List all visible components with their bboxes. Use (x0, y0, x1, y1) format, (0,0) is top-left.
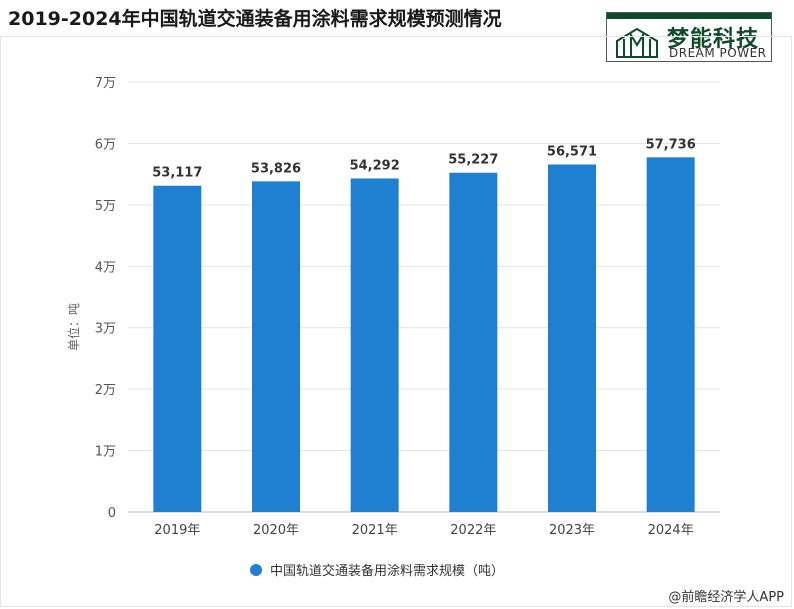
logo-bar (607, 13, 771, 19)
y-tick-label: 6万 (95, 137, 116, 152)
bar (548, 164, 596, 512)
data-label: 55,227 (448, 153, 498, 168)
bar (350, 178, 399, 512)
source-credit: @前瞻经济学人APP (668, 590, 784, 605)
y-tick-label: 3万 (95, 322, 116, 337)
logo-name-cn: 梦能科技 (667, 27, 760, 52)
bar (153, 185, 202, 513)
y-tick-label: 7万 (95, 76, 116, 91)
chart-title: 2019-2024年中国轨道交通装备用涂料需求规模预测情况 (8, 8, 502, 30)
x-tick-label: 2022年 (450, 523, 496, 538)
y-tick-label: 4万 (95, 260, 116, 275)
data-label: 53,117 (152, 166, 202, 181)
chart-frame (0, 36, 792, 607)
data-label: 53,826 (251, 161, 301, 176)
y-tick-label: 0 (108, 506, 116, 521)
x-tick-label: 2023年 (549, 523, 595, 538)
x-tick-label: 2019年 (154, 523, 200, 538)
legend-marker (250, 564, 262, 576)
data-label: 57,736 (646, 137, 696, 152)
building-emblem-icon (616, 27, 658, 58)
bar (646, 157, 695, 512)
y-tick-label: 2万 (95, 383, 116, 398)
legend-label: 中国轨道交通装备用涂料需求规模（吨） (270, 563, 504, 579)
data-label: 54,292 (350, 158, 400, 173)
bar (252, 181, 300, 513)
y-tick-label: 5万 (95, 199, 116, 214)
y-tick-label: 1万 (95, 445, 116, 460)
y-axis-label: 单位：吨 (66, 303, 81, 351)
dream-power-logo: 梦能科技 DREAM POWER (606, 12, 772, 62)
x-tick-label: 2020年 (253, 523, 299, 538)
bar (449, 172, 498, 513)
x-tick-label: 2024年 (648, 523, 694, 538)
logo-name-en: DREAM POWER (669, 46, 767, 60)
x-tick-label: 2021年 (352, 523, 398, 538)
data-label: 56,571 (547, 144, 597, 159)
